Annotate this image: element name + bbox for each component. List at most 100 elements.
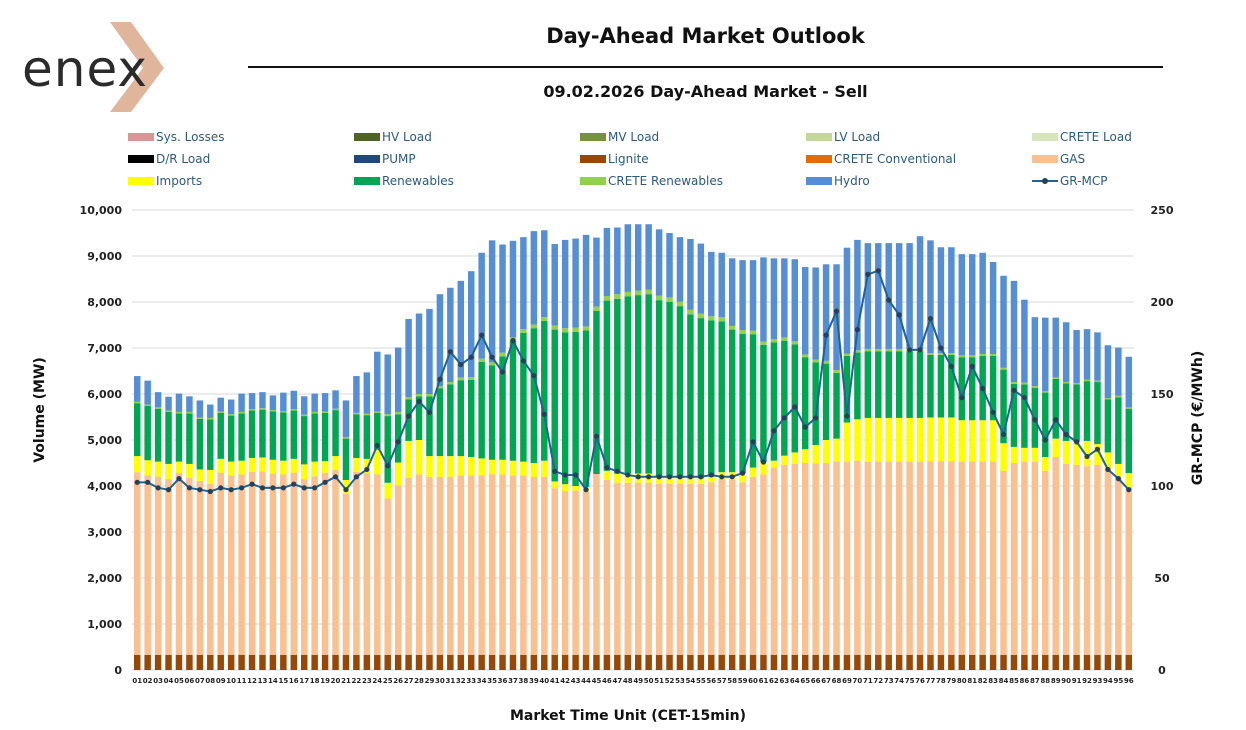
bar-gas [645,482,652,655]
bar-hydro [280,392,287,412]
x-tick-label: 41 [550,677,560,685]
bar-renewables [572,331,579,486]
y2-tick-label: 200 [1151,296,1174,309]
bar-stack-28 [415,313,423,670]
bar-gas [1042,470,1049,655]
bar-stack-24 [374,351,381,670]
mcp-point [374,442,380,449]
x-tick-label: 64 [790,677,800,685]
bar-imports [937,417,945,462]
bar-hydro [520,237,527,330]
bar-renewables [415,396,423,440]
bar-crete-renewables [426,394,433,397]
bar-lignite [634,654,642,670]
bar-imports [175,461,183,474]
bar-hydro [186,396,193,412]
bar-lignite [1042,654,1049,670]
bar-imports [854,419,861,461]
bar-stack-49 [634,224,642,670]
bar-imports [676,478,684,484]
bar-gas [989,461,997,655]
x-tick-label: 76 [915,677,925,685]
mcp-point [677,474,683,480]
bar-lignite [1083,654,1091,670]
bar-hydro [760,257,767,342]
bar-gas [457,475,465,655]
y2-tick-label: 150 [1151,388,1174,401]
x-tick-label: 58 [727,677,737,685]
bar-hydro [864,243,872,349]
bar-imports [760,462,767,475]
bar-crete-renewables [165,410,172,412]
bar-renewables [603,300,611,471]
bar-stack-04 [165,396,172,670]
mcp-point [739,470,746,476]
bar-crete-renewables [697,313,705,319]
mcp-point [959,395,965,401]
mcp-point [1053,417,1059,423]
mcp-point [1042,437,1048,443]
bar-gas [937,461,945,655]
bar-lignite [582,654,590,670]
mcp-point [614,468,620,474]
bar-hydro [770,258,778,340]
mcp-point [385,463,391,469]
x-tick-label: 36 [498,677,508,685]
bar-crete-renewables [154,407,162,409]
mcp-point [719,474,725,480]
bar-gas [207,483,214,655]
bar-lignite [749,654,757,670]
bar-gas [561,491,569,655]
bar-stack-54 [687,238,694,670]
bar-renewables [1104,399,1112,453]
bar-lignite [1052,654,1059,670]
bar-imports [436,456,444,477]
legend-label: HV Load [382,130,432,144]
bar-gas [353,471,360,655]
bar-gas [854,460,861,655]
bar-renewables [708,320,715,477]
bar-lignite [760,654,767,670]
bar-gas [1010,463,1018,655]
bar-hydro [739,260,746,331]
bar-stack-81 [968,254,976,670]
bar-gas [875,461,882,655]
legend-label: Imports [156,174,203,188]
x-tick-label: 34 [477,677,487,685]
mcp-point [1021,395,1028,401]
bar-renewables [405,399,412,441]
bar-renewables [1000,369,1007,444]
bar-lignite [1062,654,1070,670]
bar-renewables [1062,383,1070,441]
bar-imports [979,420,986,462]
bar-crete-renewables [1021,382,1028,385]
x-tick-label: 68 [832,677,842,685]
bar-gas [1073,464,1080,655]
bar-gas [603,480,611,655]
mcp-point [1105,466,1111,473]
bar-crete-renewables [749,330,757,335]
x-tick-label: 42 [560,677,570,685]
bar-hydro [958,254,966,356]
bar-gas [530,476,538,655]
mcp-point [468,354,474,360]
bar-crete-renewables [708,316,715,321]
bar-lignite [457,654,465,670]
bar-stack-19 [321,393,329,670]
bar-hydro [906,243,913,349]
bar-imports [447,456,454,477]
mcp-point [646,474,652,480]
bar-stack-80 [958,254,966,670]
bar-hydro [467,271,475,377]
bar-lignite [332,654,339,670]
bar-crete-renewables [300,414,308,417]
legend-swatch-gr-mcp [1032,177,1058,185]
bar-crete-renewables [144,404,151,406]
mcp-point [1032,417,1038,423]
legend-swatch-crete-load [1032,133,1058,141]
bar-renewables [280,412,287,461]
bar-crete-renewables [186,411,193,414]
bar-renewables [541,320,548,461]
bar-gas [812,463,819,655]
bar-lignite [342,654,350,670]
